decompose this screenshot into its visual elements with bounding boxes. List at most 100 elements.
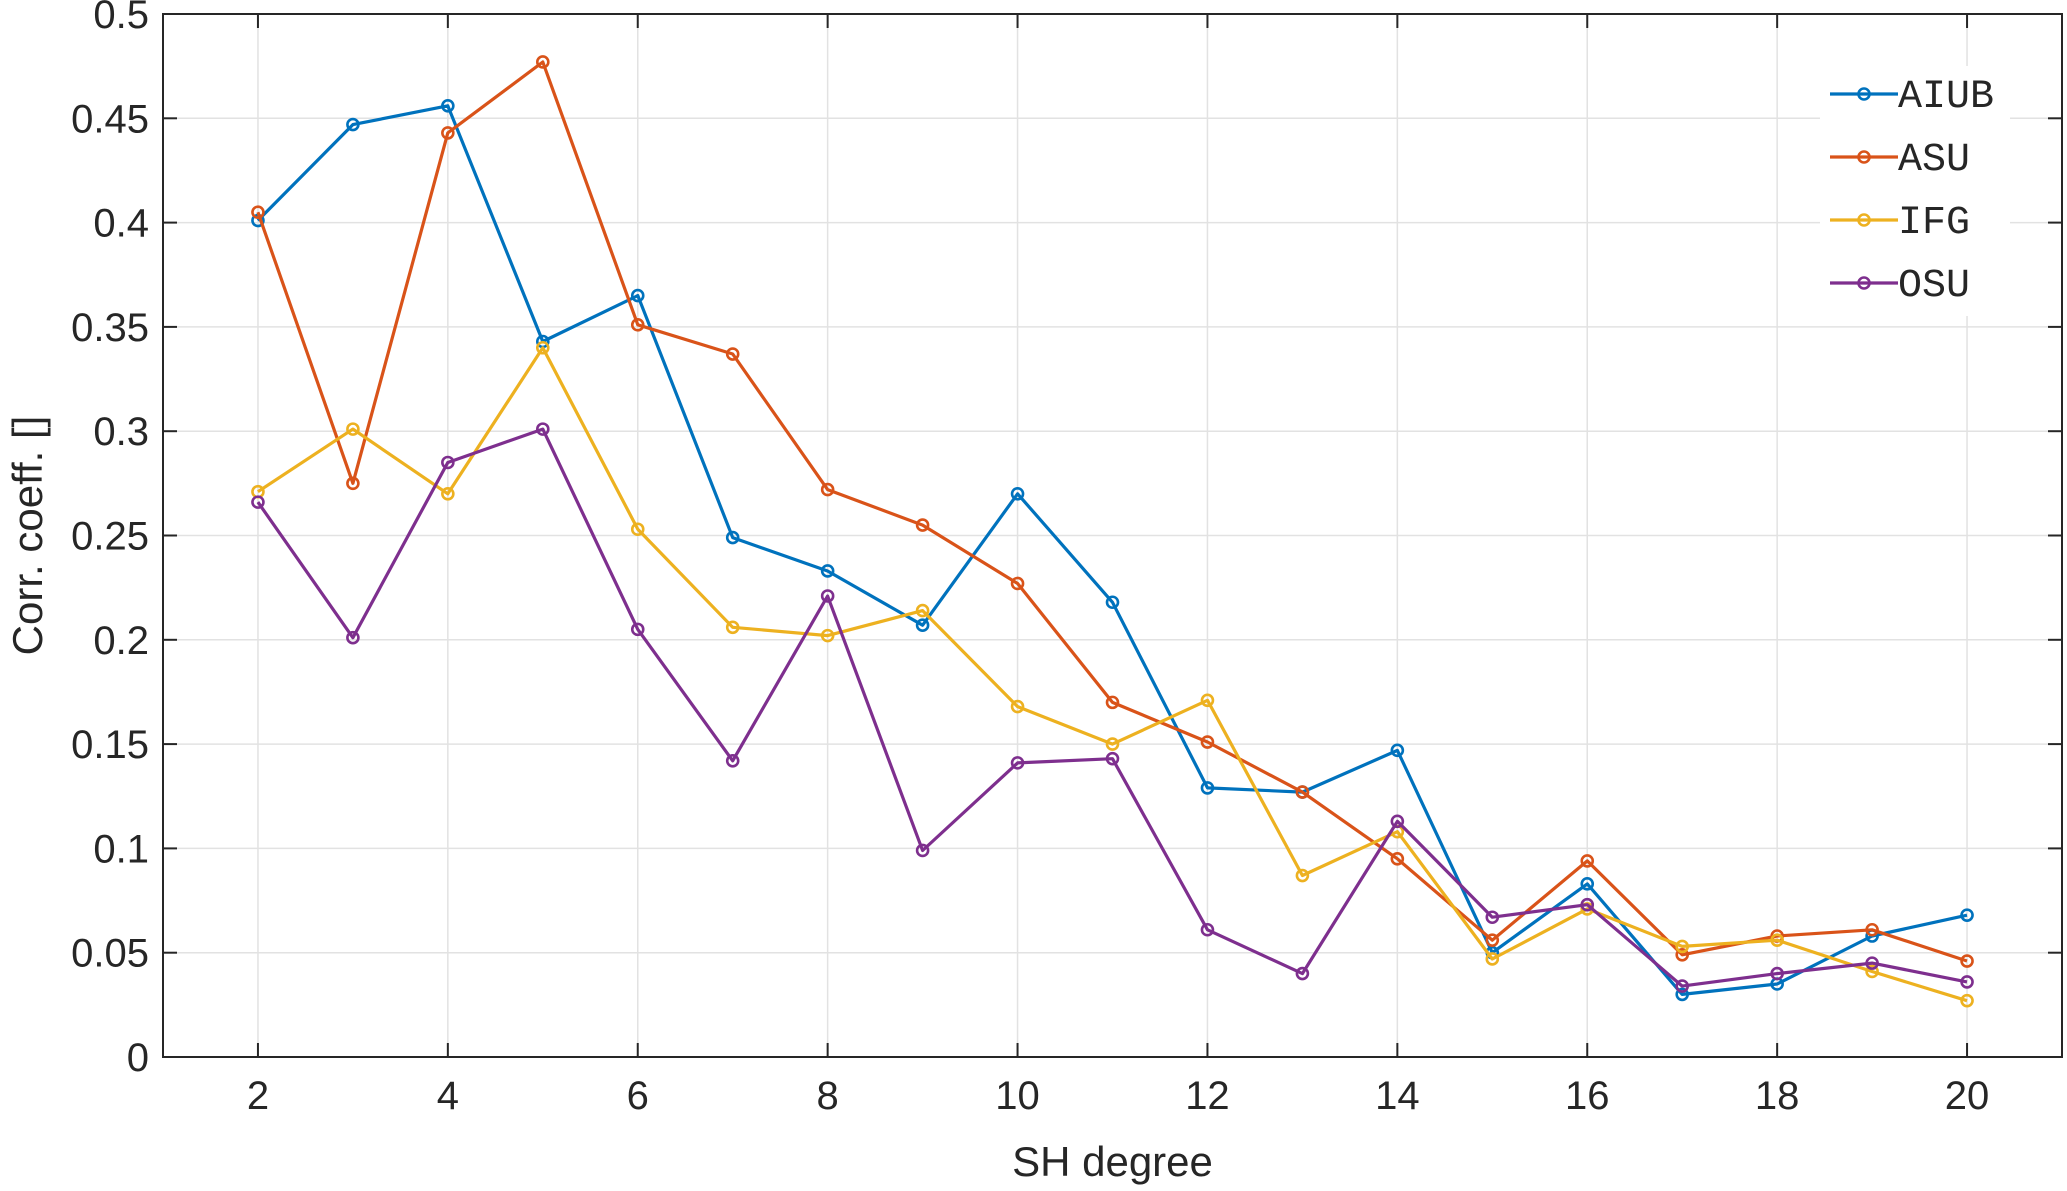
y-tick-label: 0.4 — [93, 202, 149, 246]
y-tick-label: 0.5 — [93, 0, 149, 37]
x-tick-label: 10 — [995, 1074, 1040, 1118]
data-point — [1865, 956, 1879, 970]
data-point — [1675, 939, 1689, 954]
data-point — [1200, 735, 1215, 749]
data-point — [1105, 751, 1120, 766]
axis-ticks: 2 4 6 8 10 12 14 16 18 20 0 0.05 0.1 0.15 0.2 0.25 0.3 0.… — [71, 0, 2062, 1118]
series-asu — [251, 55, 1974, 968]
data-point — [725, 753, 740, 768]
y-tick-label: 0.35 — [71, 306, 149, 350]
data-point — [915, 518, 930, 532]
legend-label: AIUB — [1898, 75, 1994, 120]
grid — [163, 13, 2062, 1058]
x-tick-label: 6 — [627, 1074, 649, 1118]
legend-item-ifg: IFG — [1830, 201, 1970, 246]
series-osu — [251, 422, 1974, 993]
y-tick-label: 0.45 — [71, 97, 149, 141]
y-tick-label: 0.25 — [71, 515, 149, 559]
data-point — [346, 476, 360, 491]
data-point — [1200, 922, 1215, 937]
y-tick-label: 0.15 — [71, 723, 149, 767]
x-tick-label: 12 — [1185, 1074, 1230, 1118]
legend-marker — [1857, 276, 1871, 290]
data-point — [1675, 947, 1689, 962]
series-line — [256, 104, 1968, 997]
data-point — [346, 422, 360, 436]
data-point — [1675, 979, 1689, 993]
data-point — [441, 455, 455, 470]
data-point — [630, 288, 645, 303]
data-point — [1770, 933, 1784, 947]
data-point — [1010, 486, 1025, 501]
data-point — [1105, 595, 1120, 610]
data-point — [1960, 954, 1974, 968]
data-point — [1105, 695, 1120, 710]
series-ifg — [251, 340, 1974, 1008]
y-tick-label: 0 — [127, 1036, 149, 1080]
data-point — [441, 126, 455, 140]
data-point — [630, 318, 645, 332]
legend-label: ASU — [1898, 138, 1970, 183]
data-point — [1200, 693, 1215, 708]
data-point — [1390, 852, 1405, 866]
data-point — [820, 482, 835, 497]
x-tick-label: 8 — [817, 1074, 839, 1118]
data-point — [915, 843, 930, 858]
data-point — [1200, 781, 1215, 795]
data-point — [630, 622, 645, 637]
data-point — [1960, 975, 1974, 989]
y-tick-label: 0.05 — [71, 932, 149, 976]
data-point — [535, 55, 550, 69]
series-line — [257, 346, 1968, 1003]
y-tick-label: 0.1 — [93, 827, 149, 871]
x-tick-label: 2 — [247, 1074, 269, 1118]
legend: AIUB ASU IFG OSU — [1820, 66, 2010, 316]
data-point — [1865, 922, 1879, 937]
data-point — [1865, 964, 1879, 979]
data-point — [346, 630, 360, 645]
data-point — [1675, 987, 1689, 1002]
data-point — [441, 98, 455, 113]
data-point — [1105, 737, 1120, 751]
data-point — [1010, 576, 1025, 591]
series-aiub — [251, 98, 1974, 1002]
data-point — [535, 422, 550, 436]
data-point — [535, 340, 550, 355]
data-point — [820, 589, 835, 603]
y-tick-label: 0.2 — [93, 619, 149, 663]
y-axis-label: Corr. coeff. [] — [4, 416, 51, 656]
x-tick-label: 4 — [437, 1074, 459, 1118]
data-point — [1390, 814, 1405, 829]
x-tick-label: 16 — [1565, 1074, 1610, 1118]
data-point — [725, 620, 740, 635]
legend-label: IFG — [1898, 201, 1970, 246]
data-point — [1485, 933, 1500, 947]
data-point — [630, 522, 645, 537]
data-point — [725, 347, 740, 361]
data-point — [915, 603, 930, 618]
legend-marker — [1857, 150, 1871, 164]
data-point — [725, 530, 740, 545]
data-point — [1390, 743, 1405, 758]
data-point — [1010, 699, 1025, 714]
data-point — [1295, 868, 1310, 883]
x-tick-label: 20 — [1945, 1074, 1990, 1118]
data-point — [251, 495, 265, 509]
data-point — [1770, 966, 1784, 981]
data-point — [820, 628, 835, 643]
data-point — [441, 486, 455, 501]
legend-label: OSU — [1898, 264, 1970, 309]
legend-marker — [1857, 213, 1871, 227]
data-point — [1485, 952, 1500, 966]
x-tick-label: 18 — [1755, 1074, 1800, 1118]
series-lines — [251, 55, 1974, 1008]
data-point — [915, 618, 930, 632]
series-line — [256, 427, 1968, 988]
data-point — [820, 564, 835, 578]
data-point — [1295, 966, 1310, 981]
data-point — [1580, 897, 1595, 912]
y-tick-label: 0.3 — [93, 410, 149, 454]
legend-item-asu: ASU — [1830, 138, 1970, 183]
legend-item-osu: OSU — [1830, 264, 1970, 309]
